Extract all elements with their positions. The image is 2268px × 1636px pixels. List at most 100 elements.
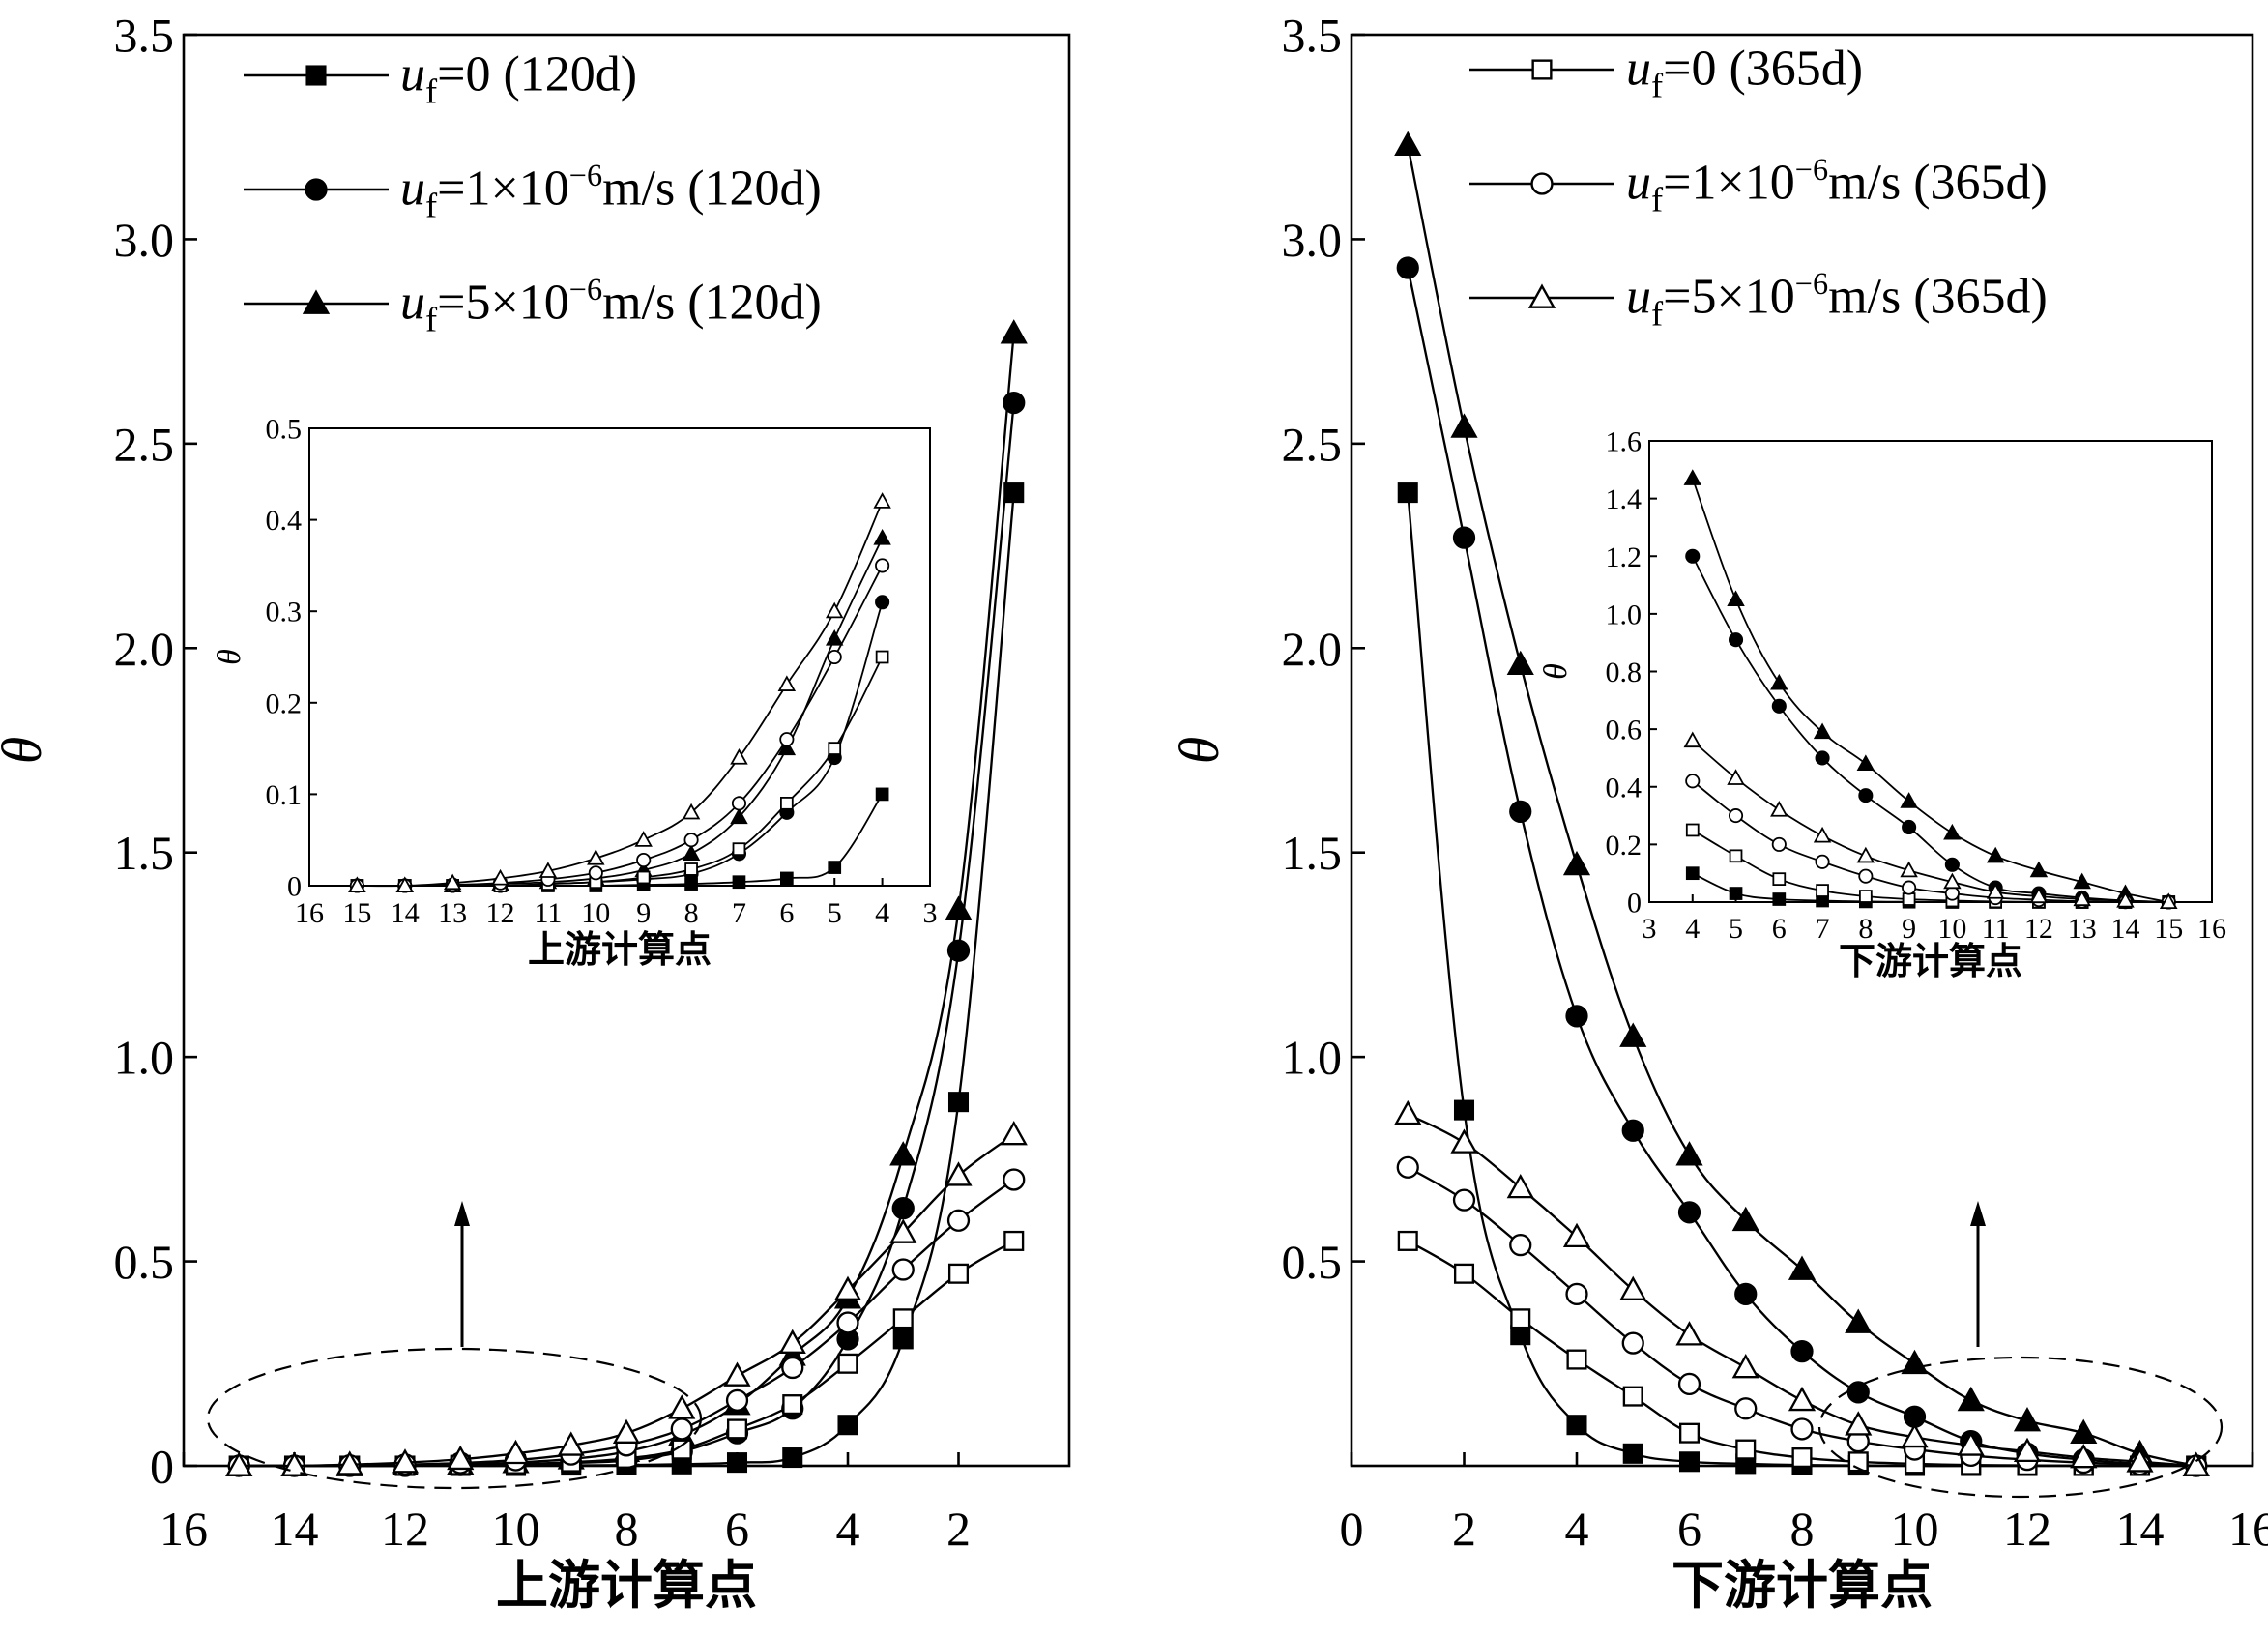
x-tick-label: 6 [779,897,794,929]
data-point [1729,887,1743,900]
y-axis-label: θ [1538,663,1574,680]
x-tick-label: 4 [836,1502,860,1556]
x-tick-label: 10 [1891,1502,1939,1556]
x-tick-label: 6 [725,1502,749,1556]
y-tick-label: 0.6 [1606,715,1643,746]
x-tick-label: 5 [828,897,842,929]
data-point [873,492,891,509]
y-tick-label: 1.5 [1282,826,1343,880]
data-point [873,528,891,545]
data-point [1845,1411,1873,1436]
x-tick-label: 0 [1340,1502,1364,1556]
arrow-head [1970,1201,1986,1226]
legend-text: u [1626,270,1651,325]
legend-text: f [1651,181,1664,219]
y-axis-label: θ [212,649,247,665]
data-point [557,1431,585,1456]
right-main-panel: 0.5 1.0 1.5 2.0 2.5 3.0 3.5 0 2 4 6 8 10 12 14 16 下游计算点 θ [1168,9,2268,1616]
data-point [827,649,842,665]
data-point [1901,1349,1929,1375]
x-tick-label: 13 [438,897,467,929]
data-point [1943,823,1962,840]
data-point [1790,1417,1814,1441]
data-point [1003,1168,1026,1191]
data-point [1770,801,1788,817]
data-point [1900,792,1918,808]
data-point [1394,1099,1422,1125]
data-point [1727,590,1745,607]
annotations [206,1201,2224,1499]
data-point [1619,1275,1647,1301]
data-point [1791,1447,1813,1469]
data-point [1813,826,1832,843]
data-point [1790,1339,1814,1363]
y-tick-label: 1.0 [114,1031,175,1085]
data-point [2070,1444,2098,1469]
left-main-panel: 0 0.5 1.0 1.5 2.0 2.5 3.0 3.5 16 14 12 10 8 6 4 2 上游计算点 θ [0,9,1071,1615]
y-tick-label: 0 [150,1440,174,1494]
data-point [777,675,797,691]
data-point [305,65,327,86]
data-point [1565,1282,1588,1306]
series-line [1407,1113,2196,1468]
data-point [891,1258,915,1281]
legend-label: uf=5×10−6m/s (120d) [400,272,822,339]
x-tick-label: 4 [1565,1502,1589,1556]
data-point [1944,886,1960,901]
data-point [889,1141,917,1166]
data-point [1397,1230,1418,1251]
x-tick-label: 13 [2068,913,2097,945]
data-point [731,796,747,811]
x-tick-label: 14 [271,1502,319,1556]
data-point [1683,731,1701,748]
data-point [1622,1443,1643,1464]
data-point [1003,1230,1025,1251]
x-tick-label: 5 [1729,913,1743,945]
dashed-ellipse [1817,1356,2224,1499]
x-tick-label: 9 [636,897,651,929]
legend-text: u [400,276,425,331]
data-point [1957,1386,1985,1412]
x-tick-label: 11 [1982,913,2010,945]
data-point [1453,1099,1475,1121]
legend-text: f [1651,295,1664,334]
series-line [239,1133,1015,1468]
x-tick-label: 3 [923,897,938,929]
data-point [1531,59,1553,80]
data-point [1619,1022,1647,1047]
data-point [732,842,746,857]
data-point [302,289,331,314]
y-axis-label: θ [0,737,53,765]
data-point [1902,880,1917,895]
legend-text: −6 [1795,152,1828,187]
legend-text: u [1626,156,1651,211]
x-tick-label: 6 [1772,913,1787,945]
x-tick-label: 16 [295,897,324,929]
data-point [1675,1321,1703,1346]
data-point [1815,854,1830,869]
y-tick-label: 0.8 [1606,657,1643,688]
y-tick-label: 1.2 [1606,541,1643,573]
data-point [875,558,890,573]
data-point [837,1353,858,1374]
y-axis-label: θ [1168,737,1231,765]
legend-text: −6 [569,158,602,192]
data-point [782,1394,803,1416]
x-tick-label: 16 [2197,913,2226,945]
legend-text: m/s (120d) [602,276,822,331]
data-point [875,650,889,664]
x-axis-label: 上游计算点 [528,930,712,971]
y-tick-label: 0.2 [266,687,303,719]
data-point [726,1452,748,1474]
x-tick-label: 12 [2003,1502,2051,1556]
data-point [1397,482,1418,504]
data-point [1986,846,2005,863]
data-point [889,1218,917,1243]
data-point [1396,256,1419,279]
legend-text: m/s (365d) [1828,156,2048,211]
series [1683,731,2178,910]
x-tick-label: 16 [160,1502,208,1556]
data-point [1677,1201,1701,1224]
data-point [777,739,797,756]
